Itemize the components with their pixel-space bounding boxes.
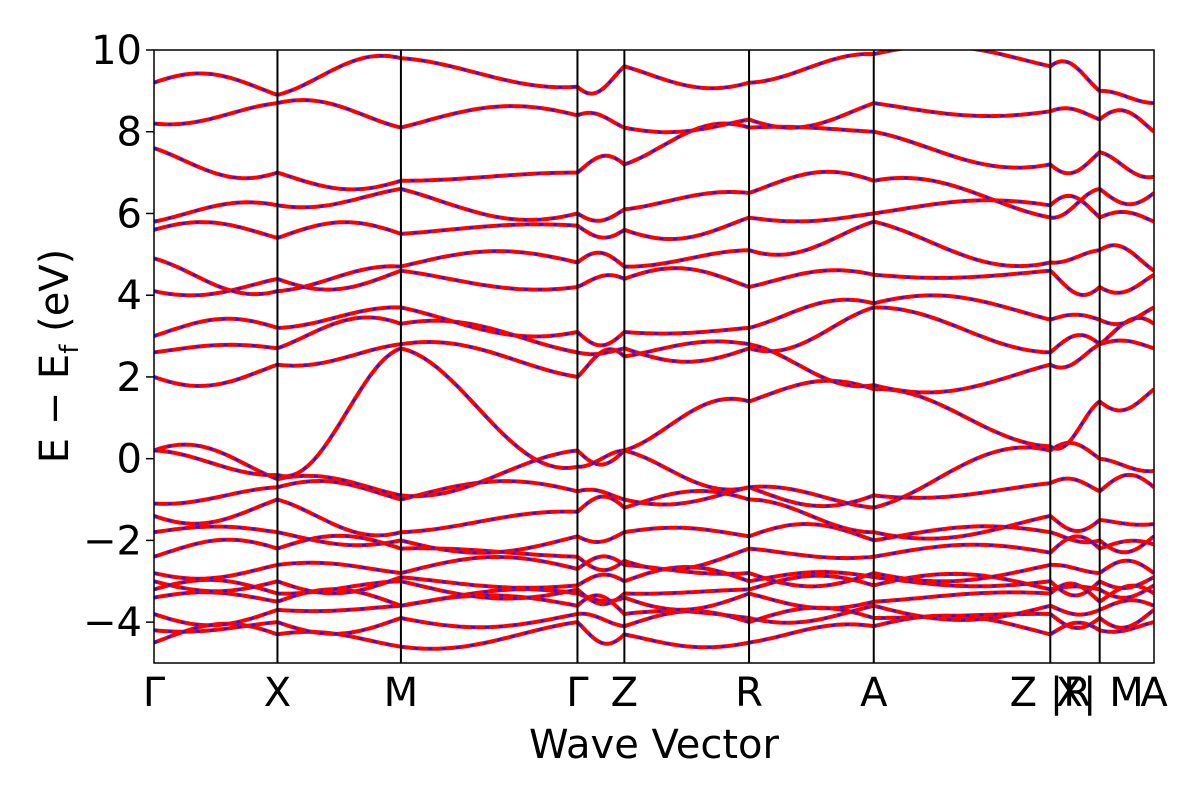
- y-axis-label: E − Ef (eV): [32, 249, 85, 464]
- y-tick-label-6: 8: [117, 110, 142, 156]
- band-overlay-21: [154, 98, 1154, 134]
- y-tick-label-0: −4: [83, 600, 142, 646]
- y-tick-label-3: 2: [117, 355, 142, 401]
- band-line-13: [154, 338, 1154, 395]
- x-axis-label: Wave Vector: [529, 722, 780, 768]
- x-tick-label-9: A: [1140, 670, 1168, 716]
- band-overlay-10: [154, 473, 1154, 508]
- band-overlay-13: [154, 339, 1154, 394]
- band-line-12: [154, 346, 1154, 479]
- band-line-10: [154, 472, 1154, 509]
- kpoint-lines: [276, 50, 1101, 663]
- band-overlay-17: [154, 220, 1154, 296]
- x-tick-label-4: Z: [611, 670, 638, 716]
- band-overlay-18: [154, 194, 1154, 241]
- band-line-9: [154, 489, 1154, 541]
- band-overlay-22: [154, 50, 1154, 105]
- band-overlay-7: [154, 534, 1154, 572]
- x-tick-label-2: M: [384, 670, 419, 716]
- y-axis-ticks: −4 −2 0 2 4 6 8 10: [83, 28, 154, 646]
- band-overlay-6: [154, 555, 1154, 588]
- band-overlay-14: [154, 306, 1154, 364]
- x-tick-label-5: R: [735, 670, 763, 716]
- band-line-17: [154, 219, 1154, 297]
- x-tick-label-6: A: [860, 670, 888, 716]
- band-overlay-3: [154, 582, 1154, 611]
- y-tick-label-5: 6: [117, 191, 142, 237]
- y-tick-label-2: 0: [117, 437, 142, 483]
- plot-frame: [153, 49, 1155, 664]
- band-line-16: [154, 266, 1154, 298]
- x-tick-label-7: Z |R: [1010, 670, 1091, 716]
- band-overlay-5: [154, 565, 1154, 597]
- band-overlay-12: [154, 346, 1154, 478]
- y-axis-label-main: E − E: [32, 354, 78, 464]
- y-tick-label-7: 10: [91, 28, 142, 74]
- band-overlay-19: [154, 170, 1154, 223]
- y-axis-label-subscript: f: [55, 344, 85, 354]
- x-tick-label-1: X: [264, 670, 291, 716]
- x-tick-label-0: Γ: [143, 670, 166, 716]
- x-tick-label-8: X| M: [1056, 670, 1144, 716]
- band-overlay-4: [154, 572, 1154, 606]
- y-axis-label-unit: (eV): [32, 249, 78, 345]
- band-line-22: [154, 50, 1154, 106]
- band-line-8: [154, 522, 1154, 555]
- band-line-15: [154, 293, 1154, 348]
- band-line-11: [154, 440, 1154, 510]
- x-tick-label-3: Γ: [566, 670, 589, 716]
- band-overlay-1: [154, 606, 1154, 636]
- bands-layer: [154, 50, 1154, 651]
- band-overlay-20: [154, 122, 1154, 191]
- y-tick-label-4: 4: [117, 273, 142, 319]
- y-tick-label-1: −2: [83, 518, 142, 564]
